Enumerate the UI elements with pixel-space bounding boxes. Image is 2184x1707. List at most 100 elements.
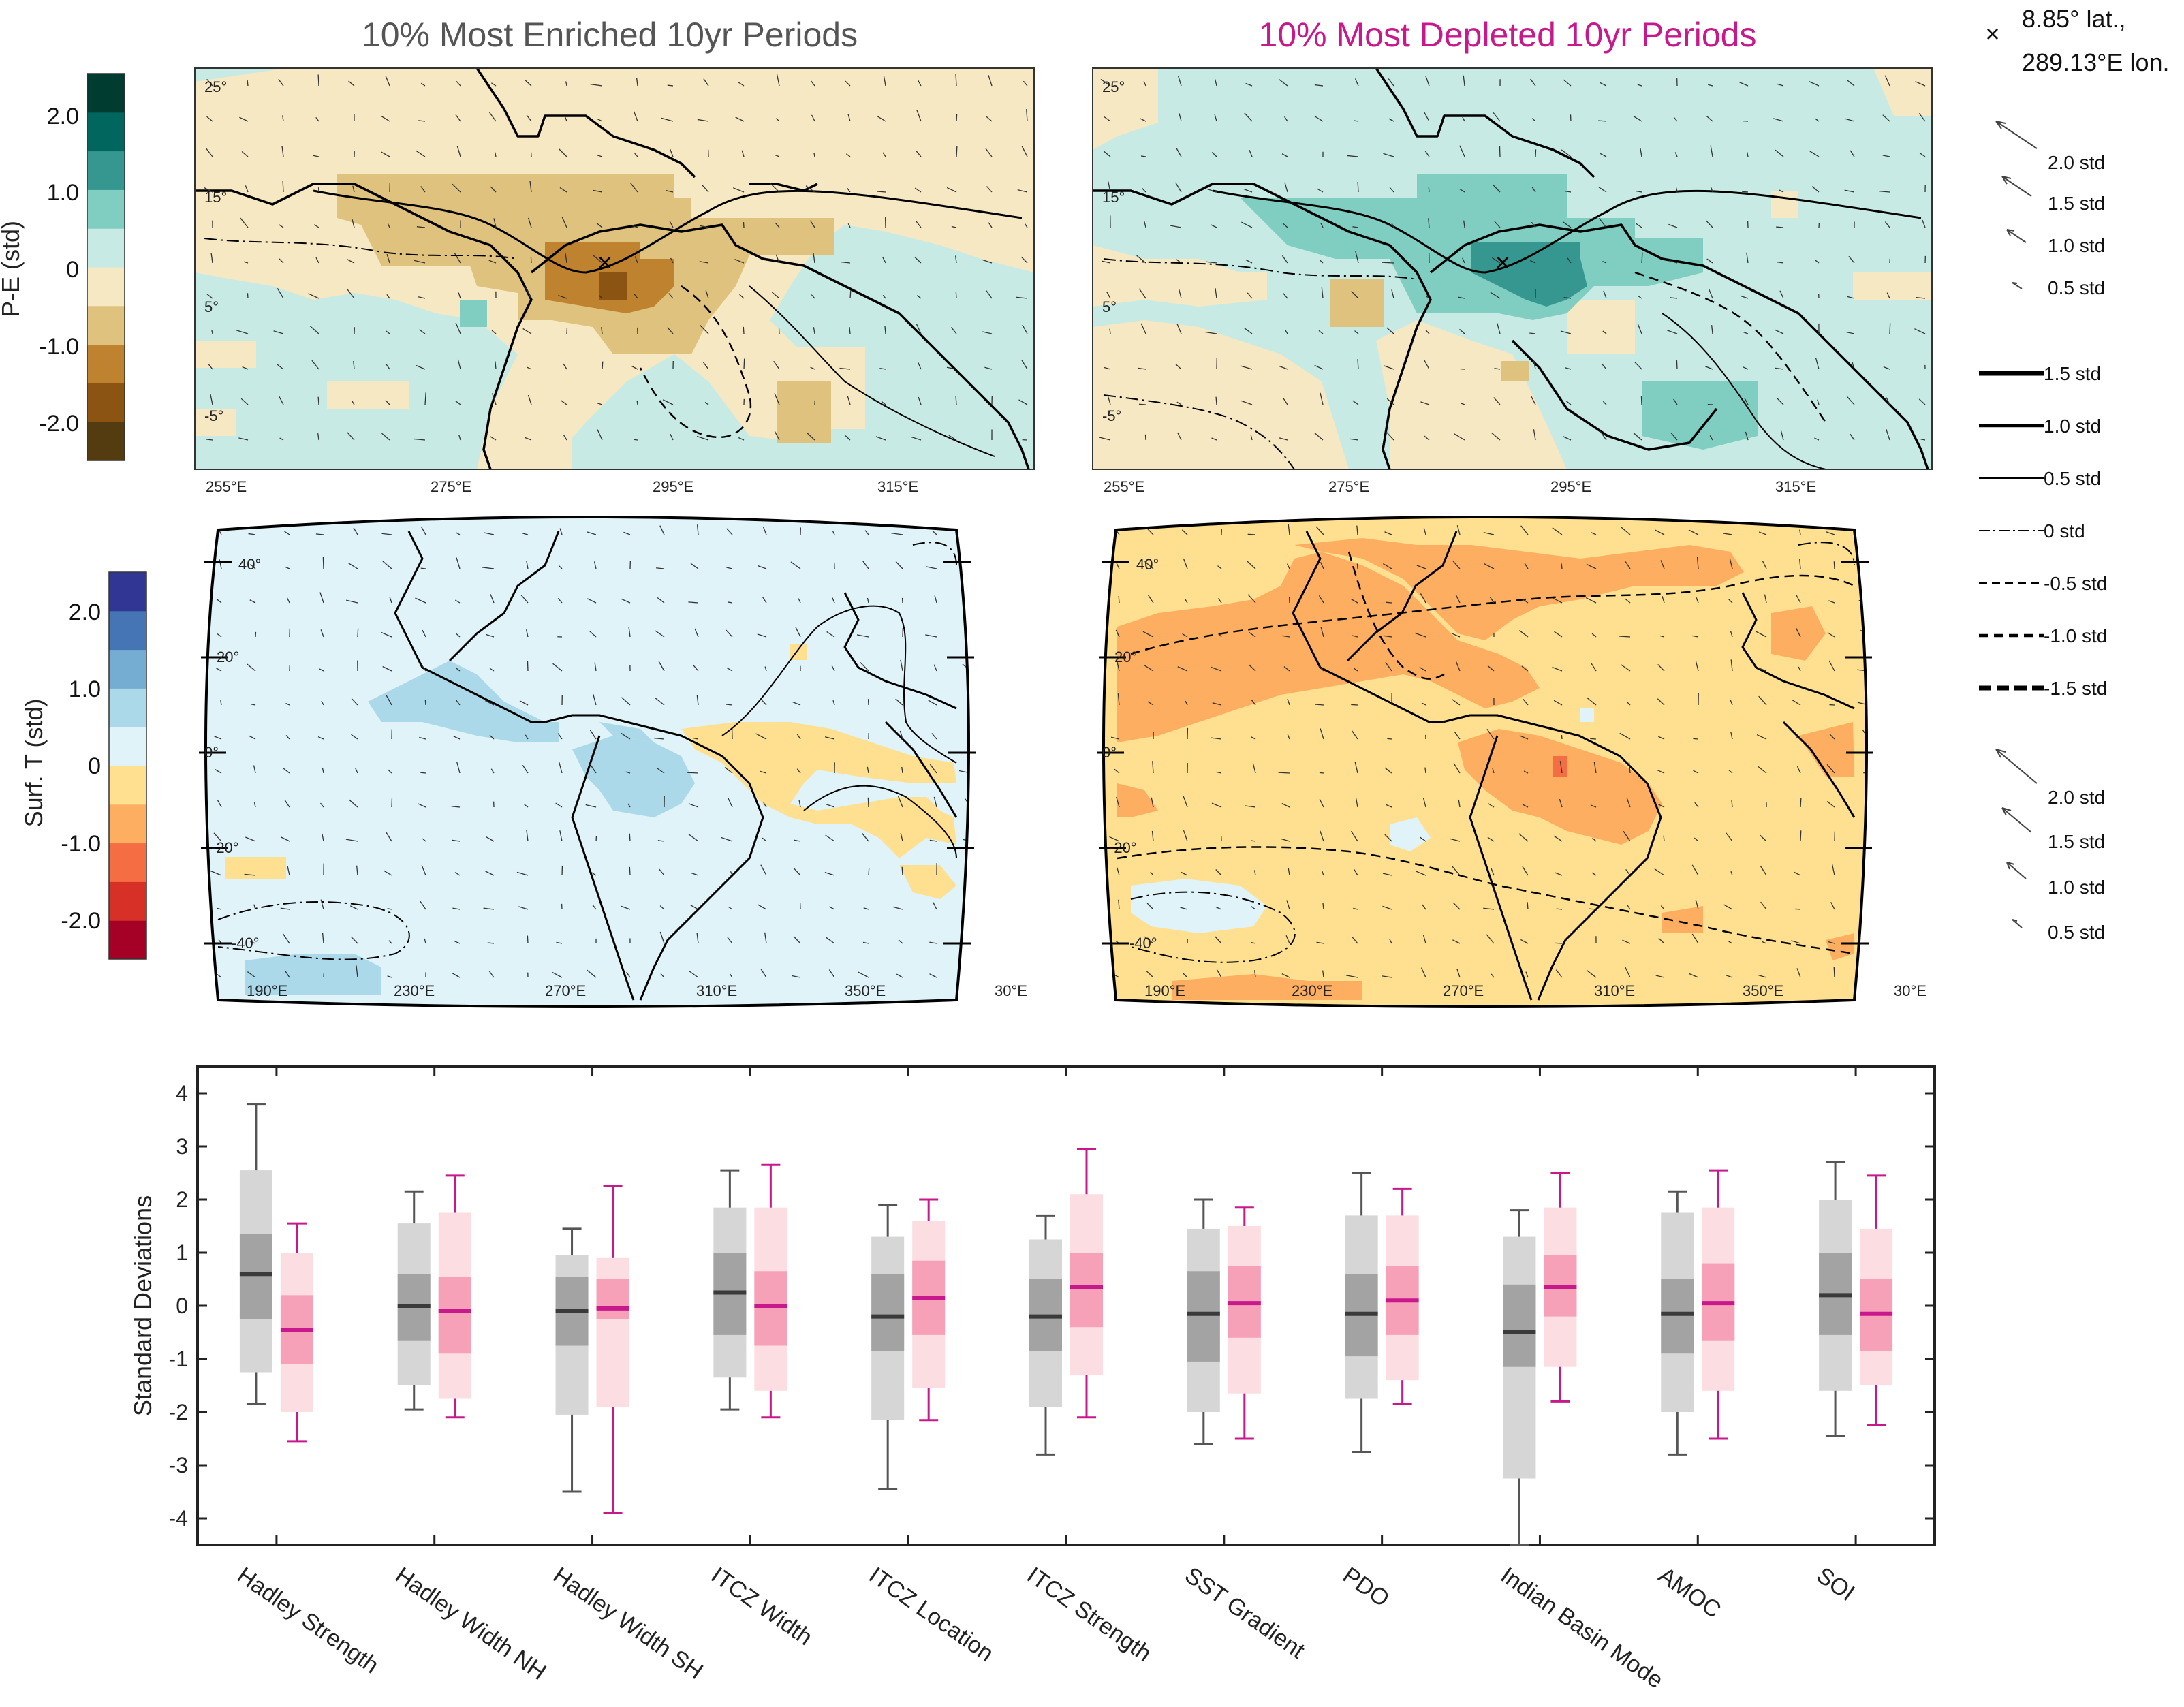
vector-arrow <box>670 433 674 441</box>
vector-arrow <box>1590 738 1597 740</box>
vector-arrow <box>386 330 390 334</box>
vector-arrow <box>1711 187 1713 193</box>
map-t-c-lon-270: 270°E <box>545 982 586 999</box>
vector-arrow <box>1288 524 1290 535</box>
vector-arrow <box>1314 364 1324 370</box>
vector-arrow <box>811 294 815 299</box>
vector-arrow <box>1351 730 1358 740</box>
vector-arrow <box>1320 392 1324 405</box>
vector-arrow <box>1389 187 1394 193</box>
vector-arrow <box>386 294 390 299</box>
vector-arrow <box>1384 365 1394 370</box>
vector-arrow <box>1351 598 1358 604</box>
vector-arrow <box>728 601 733 604</box>
map-t-d-lon-30: 30°E <box>1894 982 1926 999</box>
vector-arrow <box>882 256 886 264</box>
vector-arrow <box>1847 396 1855 405</box>
vector-arrow <box>917 79 922 87</box>
vector-arrow <box>1600 430 1607 441</box>
vector-arrow <box>1524 563 1529 569</box>
vector-arrow <box>1106 291 1111 299</box>
vector-arrow <box>385 831 392 842</box>
vector-arrow <box>244 873 256 876</box>
vector-arrow <box>1760 865 1767 876</box>
vector-arrow <box>1758 766 1767 774</box>
vector-arrow <box>1760 901 1767 910</box>
map-t-c-lat-0: 0° <box>204 744 219 761</box>
vector-arrow <box>347 259 355 264</box>
vector-arrow <box>726 567 733 569</box>
vector-arrow <box>1252 763 1256 774</box>
legend-arrow-bot-15: 1.5 std <box>2048 831 2105 852</box>
vector-arrow <box>901 866 903 876</box>
vector-arrow <box>1776 226 1784 228</box>
legend-marker-lat: 8.85° lat., <box>2022 5 2126 33</box>
vector-arrow <box>564 115 567 122</box>
vector-arrow <box>386 695 392 706</box>
vector-arrow <box>688 834 699 842</box>
vector-arrow <box>522 328 532 334</box>
vector-arrow <box>985 116 993 122</box>
vector-arrow <box>1656 769 1665 774</box>
vector-arrow <box>845 80 851 87</box>
vector-arrow <box>1459 189 1465 193</box>
vector-arrow <box>758 565 767 569</box>
vector-arrow <box>1743 332 1749 334</box>
vector-arrow <box>350 936 358 944</box>
vector-arrow <box>1388 118 1394 122</box>
vector-arrow <box>490 594 495 604</box>
vector-arrow <box>592 189 603 193</box>
vector-arrow <box>419 736 426 740</box>
vector-arrow <box>1384 834 1392 842</box>
vector-arrow <box>826 804 835 808</box>
vector-arrow <box>1140 118 1146 122</box>
vector-arrow <box>559 148 567 157</box>
vector-arrow <box>704 402 709 405</box>
vector-arrow <box>826 631 835 638</box>
vector-arrow <box>1530 396 1536 405</box>
box-depleted <box>596 1185 629 1514</box>
vector-arrow <box>1694 837 1699 842</box>
vector-arrow <box>1523 770 1529 774</box>
vector-arrow <box>1762 561 1767 569</box>
vector-arrow <box>1141 187 1146 193</box>
vector-arrow <box>811 80 815 87</box>
vector-arrow <box>1800 830 1802 842</box>
vector-arrow <box>1756 734 1767 740</box>
vector-arrow <box>1886 397 1890 405</box>
vector-arrow <box>1144 936 1154 944</box>
map-pe-b-lat-5: 5° <box>1102 298 1117 315</box>
map-pe-a-lat-25: 25° <box>204 78 227 95</box>
vector-arrow <box>798 598 801 604</box>
box-enriched <box>555 1227 589 1493</box>
vector-arrow <box>484 700 495 706</box>
vector-arrow <box>421 865 426 876</box>
vector-arrow <box>1565 367 1572 370</box>
vector-arrow <box>1350 830 1358 842</box>
map-pe-b-lat-15: 15° <box>1102 189 1125 206</box>
box-enriched <box>871 1204 905 1490</box>
vector-arrow <box>897 796 903 808</box>
vector-arrow <box>1693 770 1699 774</box>
vector-arrow <box>1826 531 1835 535</box>
vector-arrow <box>1814 118 1820 122</box>
vector-arrow <box>1828 941 1835 944</box>
vector-arrow <box>1185 700 1188 706</box>
vector-arrow <box>1758 668 1767 672</box>
vector-arrow <box>796 734 801 740</box>
vector-arrow <box>253 904 256 910</box>
vector-arrow <box>653 737 665 740</box>
vector-arrow <box>1709 435 1713 441</box>
vector-arrow <box>1416 871 1426 876</box>
vector-arrow <box>1318 665 1324 672</box>
vector-arrow <box>349 799 358 808</box>
vector-arrow <box>1110 736 1120 740</box>
map-t-c-lon-230: 230°E <box>394 982 435 999</box>
vector-arrow <box>1867 904 1869 909</box>
vector-arrow <box>1117 867 1120 876</box>
vector-arrow <box>720 836 733 842</box>
vector-arrow <box>1591 872 1597 876</box>
vector-arrow <box>1552 597 1563 604</box>
vector-arrow <box>1637 84 1642 87</box>
colorbar-t: 2.0 1.0 0 -1.0 -2.0 Surf. T (std) <box>20 571 147 960</box>
